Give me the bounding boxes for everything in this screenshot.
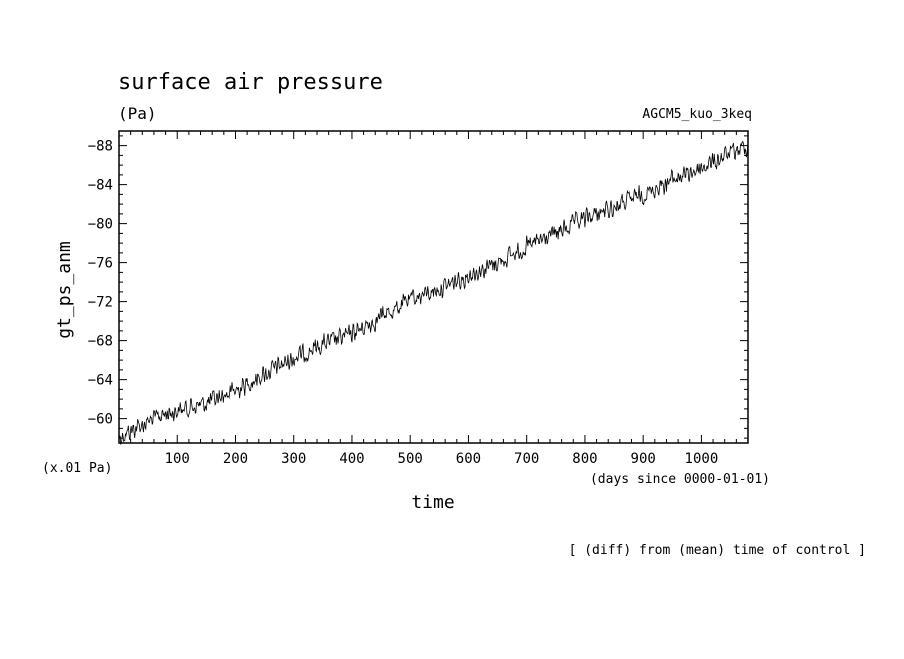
x-tick-label: 500 bbox=[398, 451, 423, 467]
x-tick-label: 600 bbox=[456, 451, 481, 467]
y-tick-label: −88 bbox=[88, 139, 113, 155]
y-tick-label: −68 bbox=[88, 334, 113, 350]
y-tick-label: −60 bbox=[88, 412, 113, 428]
chart-title: surface air pressure bbox=[118, 70, 383, 95]
y-tick-label: −84 bbox=[88, 178, 113, 194]
plot-frame bbox=[118, 130, 749, 444]
y-tick-label: −64 bbox=[88, 373, 113, 389]
x-axis-ticks: 100 200 300 400 500 600 700 800 900 1000 bbox=[130, 131, 749, 467]
x-tick-label: 700 bbox=[514, 451, 539, 467]
y-tick-label: −72 bbox=[88, 295, 113, 311]
y-axis-ticks: −60 −64 −68 −72 −76 −80 −84 −88 bbox=[88, 135, 748, 439]
y-tick-label: −76 bbox=[88, 256, 113, 272]
x-unit-note: (days since 0000-01-01) bbox=[590, 472, 770, 487]
series-line bbox=[118, 141, 749, 445]
chart-units: (Pa) bbox=[118, 104, 157, 123]
y-tick-label: −80 bbox=[88, 217, 113, 233]
x-tick-label: 800 bbox=[572, 451, 597, 467]
x-tick-label: 1000 bbox=[685, 451, 719, 467]
series-layer bbox=[118, 141, 749, 445]
x-tick-label: 900 bbox=[631, 451, 656, 467]
x-tick-label: 100 bbox=[165, 451, 190, 467]
experiment-label: AGCM5_kuo_3keq bbox=[642, 107, 752, 122]
y-axis-label: gt_ps_anm bbox=[54, 241, 75, 339]
footnote: [ (diff) from (mean) time of control ] bbox=[569, 543, 866, 558]
x-tick-label: 300 bbox=[281, 451, 306, 467]
x-tick-label: 200 bbox=[223, 451, 248, 467]
x-axis-label: time bbox=[411, 492, 454, 513]
y-unit-note: (x.01 Pa) bbox=[42, 461, 112, 476]
x-tick-label: 400 bbox=[339, 451, 364, 467]
